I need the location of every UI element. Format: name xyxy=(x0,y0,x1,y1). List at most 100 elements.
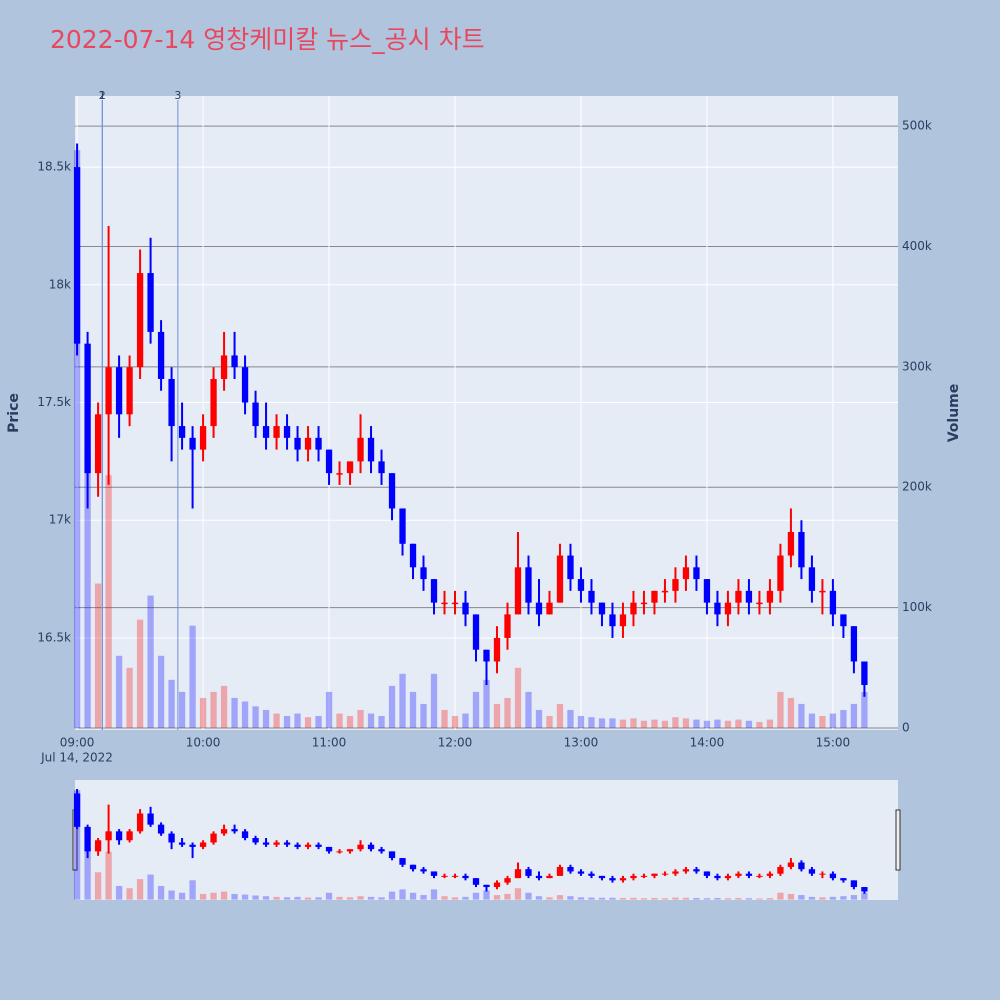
y-tick-label: 18.5k xyxy=(37,160,71,174)
range-slider[interactable] xyxy=(75,780,898,900)
candle-body xyxy=(231,355,238,368)
slider-volume-bar xyxy=(430,889,438,900)
volume-bar xyxy=(766,719,774,729)
candle-body xyxy=(346,461,354,474)
slider-volume-bar xyxy=(136,879,144,900)
slider-volume-bar xyxy=(84,847,91,900)
x-tick-label: 11:00 xyxy=(312,736,347,750)
slider-volume-bar xyxy=(357,896,364,900)
slider-candle-body xyxy=(325,846,333,852)
slider-volume-bar xyxy=(451,897,459,900)
slider-candle-body xyxy=(693,869,700,872)
slider-candle-body xyxy=(409,864,417,870)
slider-volume-bar xyxy=(262,896,270,900)
y2-tick-label: 300k xyxy=(902,359,932,373)
slider-volume-bar xyxy=(210,892,217,900)
volume-bar xyxy=(94,583,102,729)
candle-body xyxy=(514,567,522,615)
candle-body xyxy=(409,543,417,568)
volume-bar xyxy=(661,720,669,729)
slider-candle-body xyxy=(514,869,522,879)
volume-bar xyxy=(262,709,270,729)
volume-bar xyxy=(367,713,375,729)
slider-volume-bar xyxy=(703,898,711,900)
slider-volume-bar xyxy=(199,893,207,900)
volume-bar xyxy=(283,715,291,729)
slider-volume-bar xyxy=(420,895,427,900)
slider-volume-bar xyxy=(241,894,249,900)
slider-candle-body xyxy=(136,813,144,832)
volume-bar xyxy=(241,701,249,729)
slider-volume-bar xyxy=(798,895,805,900)
candle-body xyxy=(189,437,196,450)
candle-body xyxy=(84,343,91,474)
candle-body xyxy=(378,461,385,474)
candle-body xyxy=(714,602,721,615)
slider-candle-body xyxy=(147,813,154,825)
volume-bar xyxy=(535,709,543,729)
candle-body xyxy=(672,579,679,591)
candle-body xyxy=(210,378,217,427)
candle-body xyxy=(745,590,753,603)
candle-body xyxy=(199,426,207,450)
slider-handle[interactable] xyxy=(895,809,901,871)
slider-candle-body xyxy=(651,873,658,876)
volume-bar xyxy=(462,713,469,729)
volume-bar xyxy=(756,721,763,729)
candle-body xyxy=(819,590,826,593)
volume-bar xyxy=(525,691,532,729)
annotation-label: 1 xyxy=(99,89,106,102)
slider-candle-body xyxy=(304,844,312,847)
volume-bar xyxy=(199,697,207,729)
slider-volume-bar xyxy=(304,897,312,900)
slider-volume-bar xyxy=(588,897,595,900)
volume-bar xyxy=(294,713,301,729)
slider-candle-body xyxy=(577,871,585,874)
slider-volume-bar xyxy=(661,898,669,900)
slider-candle-body xyxy=(472,878,480,885)
y2-axis-title: Volume xyxy=(946,384,962,443)
y2-tick-label: 100k xyxy=(902,600,932,614)
volume-bar xyxy=(252,706,259,729)
slider-candle-body xyxy=(399,858,406,865)
slider-candle-body xyxy=(787,862,795,867)
chart-title: 2022-07-14 영창케미칼 뉴스_공시 차트 xyxy=(50,25,485,54)
volume-bar xyxy=(84,451,91,729)
candle-body xyxy=(850,626,858,662)
candle-body xyxy=(619,614,627,627)
slider-candle-body xyxy=(829,873,837,879)
volume-bar xyxy=(388,685,396,729)
slider-volume-bar xyxy=(861,892,868,900)
candle-body xyxy=(682,567,690,580)
volume-bar xyxy=(231,697,238,729)
slider-volume-bar xyxy=(462,896,469,900)
candle-body xyxy=(640,602,648,605)
slider-candle-body xyxy=(115,831,123,841)
slider-volume-bar xyxy=(672,897,679,900)
volume-bar xyxy=(861,691,868,729)
candle-body xyxy=(472,614,480,650)
volume-bar xyxy=(577,715,585,729)
slider-volume-bar xyxy=(346,897,354,900)
slider-volume-bar xyxy=(168,890,175,900)
candle-body xyxy=(840,614,847,627)
slider-candle-body xyxy=(766,873,774,876)
slider-volume-bar xyxy=(178,892,186,900)
volume-bar xyxy=(693,719,700,729)
slider-candle-body xyxy=(420,869,427,872)
volume-bar xyxy=(493,703,501,729)
slider-volume-bar xyxy=(619,898,627,900)
candle-body xyxy=(357,437,364,462)
volume-bar xyxy=(210,691,217,729)
volume-bar xyxy=(472,691,480,729)
slider-candle-body xyxy=(745,873,753,876)
candle-body xyxy=(777,555,784,591)
slider-volume-bar xyxy=(231,893,238,900)
slider-candle-body xyxy=(73,793,81,827)
volume-bar xyxy=(850,703,858,729)
volume-bar xyxy=(451,715,459,729)
candle-body xyxy=(136,273,144,368)
slider-candle-body xyxy=(525,869,532,876)
slider-volume-bar xyxy=(336,896,343,900)
volume-bar xyxy=(336,713,343,729)
